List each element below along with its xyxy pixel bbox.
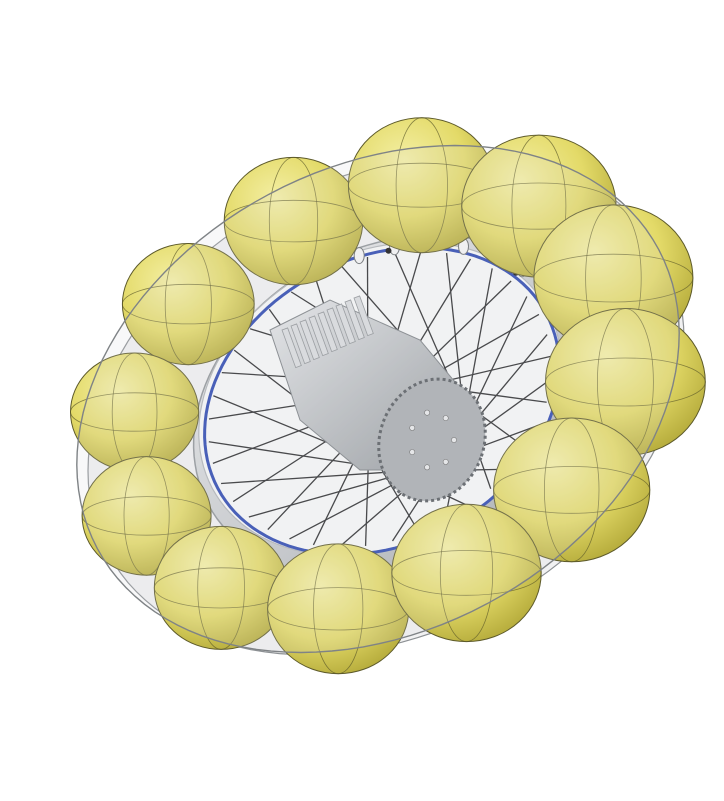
bladder-seam	[197, 526, 245, 650]
hub-fin	[290, 323, 311, 365]
hub-fin	[335, 303, 356, 345]
hub-fin	[353, 295, 374, 337]
spoke	[364, 457, 370, 546]
bladder-seam	[545, 357, 706, 407]
hub-bolt	[451, 437, 457, 443]
hub-fin	[299, 319, 320, 361]
hub-bolt	[424, 464, 430, 471]
valve-fitting	[353, 247, 365, 265]
translucent-shell-front	[76, 144, 680, 654]
shell-front-outline	[76, 144, 680, 654]
hub-fin	[317, 311, 338, 353]
bladder-seam	[123, 456, 170, 576]
bladder	[493, 417, 651, 563]
hub-bolt	[442, 458, 449, 465]
hub-bolt	[424, 409, 430, 416]
bladder-seam	[493, 466, 651, 514]
bladder-seam	[268, 157, 319, 286]
bladder	[153, 525, 289, 650]
bladder-seam	[533, 253, 694, 303]
bladder-seam	[313, 543, 364, 675]
bladder-ring	[70, 117, 706, 675]
bladder-seam	[81, 496, 212, 536]
bladder-seam	[70, 392, 200, 432]
spoke	[393, 251, 457, 393]
bladder-seam	[395, 117, 448, 254]
spoke	[221, 470, 399, 485]
hub-bolt	[409, 449, 416, 455]
hub	[269, 295, 487, 503]
bladder	[121, 243, 255, 366]
hub-fin	[308, 315, 329, 357]
hub-fin	[326, 307, 347, 349]
bladder-seam	[122, 283, 255, 325]
bladder-seam	[544, 417, 600, 563]
bladder-seam	[439, 503, 494, 643]
hub-fin	[281, 327, 302, 369]
valve-cap	[385, 247, 392, 254]
bladder	[391, 503, 542, 643]
hub-fin	[344, 299, 365, 341]
spoke	[445, 253, 464, 404]
bladder-seam	[164, 243, 212, 366]
bladder-seam	[391, 550, 542, 596]
hub-plate	[377, 377, 487, 503]
hub-bolt	[442, 415, 449, 421]
bladder	[70, 352, 200, 472]
hub-bolt	[409, 424, 416, 431]
